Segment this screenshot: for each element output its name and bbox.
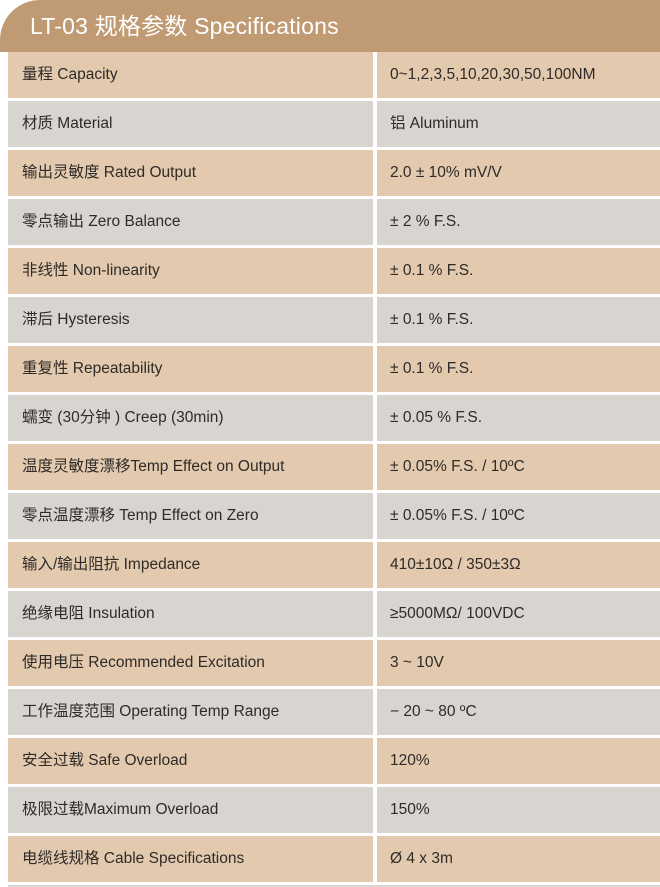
table-row: 输出灵敏度 Rated Output 2.0 ± 10% mV/V (8, 150, 660, 196)
spec-label-cell: 非线性 Non-linearity (8, 248, 373, 294)
spec-value-cell: ± 2 % F.S. (377, 199, 660, 245)
table-row: 绝缘电阻 Insulation ≥5000MΩ/ 100VDC (8, 591, 660, 637)
table-row: 零点输出 Zero Balance ± 2 % F.S. (8, 199, 660, 245)
spec-label-cell: 输出灵敏度 Rated Output (8, 150, 373, 196)
spec-header-banner: LT-03 规格参数 Specifications (0, 0, 660, 52)
table-row: 工作温度范围 Operating Temp Range − 20 ~ 80 ºC (8, 689, 660, 735)
spec-value-cell: ± 0.05% F.S. / 10ºC (377, 493, 660, 539)
spec-label-cell: 安全过载 Safe Overload (8, 738, 373, 784)
spec-value-cell: ± 0.1 % F.S. (377, 297, 660, 343)
table-row: 蠕变 (30分钟 ) Creep (30min) ± 0.05 % F.S. (8, 395, 660, 441)
spec-value-cell: ± 0.1 % F.S. (377, 248, 660, 294)
page-title: LT-03 规格参数 Specifications (30, 12, 339, 39)
table-row: 零点温度漂移 Temp Effect on Zero ± 0.05% F.S. /… (8, 493, 660, 539)
spec-value-cell: − 20 ~ 80 ºC (377, 689, 660, 735)
table-row: 温度灵敏度漂移Temp Effect on Output ± 0.05% F.S.… (8, 444, 660, 490)
spec-label-cell: 量程 Capacity (8, 52, 373, 98)
table-row: 重复性 Repeatability ± 0.1 % F.S. (8, 346, 660, 392)
table-row: 非线性 Non-linearity ± 0.1 % F.S. (8, 248, 660, 294)
spec-label-cell: 工作温度范围 Operating Temp Range (8, 689, 373, 735)
table-row: 材质 Material 铝 Aluminum (8, 101, 660, 147)
spec-label-cell: 滞后 Hysteresis (8, 297, 373, 343)
table-row: 输入/输出阻抗 Impedance 410±10Ω / 350±3Ω (8, 542, 660, 588)
table-row-footer: TEDS可选 TEDS Available (8, 885, 660, 887)
spec-value-cell: 120% (377, 738, 660, 784)
table-row: 极限过载Maximum Overload 150% (8, 787, 660, 833)
spec-value-cell: 2.0 ± 10% mV/V (377, 150, 660, 196)
table-row: 安全过载 Safe Overload 120% (8, 738, 660, 784)
spec-label-cell: 零点输出 Zero Balance (8, 199, 373, 245)
spec-label-cell: 极限过载Maximum Overload (8, 787, 373, 833)
table-row: 量程 Capacity 0~1,2,3,5,10,20,30,50,100NM (8, 52, 660, 98)
specifications-table: 量程 Capacity 0~1,2,3,5,10,20,30,50,100NM 材质… (0, 52, 660, 887)
table-row: 滞后 Hysteresis ± 0.1 % F.S. (8, 297, 660, 343)
spec-value-cell: 3 ~ 10V (377, 640, 660, 686)
table-row: 电缆线规格 Cable Specifications Ø 4 x 3m (8, 836, 660, 882)
spec-value-cell: ± 0.05 % F.S. (377, 395, 660, 441)
spec-label-cell: 材质 Material (8, 101, 373, 147)
spec-label-cell: 电缆线规格 Cable Specifications (8, 836, 373, 882)
teds-availability-cell: TEDS可选 TEDS Available (8, 885, 660, 887)
spec-value-cell: 150% (377, 787, 660, 833)
spec-label-cell: 零点温度漂移 Temp Effect on Zero (8, 493, 373, 539)
spec-value-cell: Ø 4 x 3m (377, 836, 660, 882)
spec-value-cell: ± 0.1 % F.S. (377, 346, 660, 392)
spec-label-cell: 蠕变 (30分钟 ) Creep (30min) (8, 395, 373, 441)
spec-label-cell: 输入/输出阻抗 Impedance (8, 542, 373, 588)
spec-label-cell: 重复性 Repeatability (8, 346, 373, 392)
spec-value-cell: ≥5000MΩ/ 100VDC (377, 591, 660, 637)
spec-value-cell: 0~1,2,3,5,10,20,30,50,100NM (377, 52, 660, 98)
spec-label-cell: 温度灵敏度漂移Temp Effect on Output (8, 444, 373, 490)
spec-label-cell: 使用电压 Recommended Excitation (8, 640, 373, 686)
spec-value-cell: 410±10Ω / 350±3Ω (377, 542, 660, 588)
table-row: 使用电压 Recommended Excitation 3 ~ 10V (8, 640, 660, 686)
spec-label-cell: 绝缘电阻 Insulation (8, 591, 373, 637)
spec-value-cell: ± 0.05% F.S. / 10ºC (377, 444, 660, 490)
spec-value-cell: 铝 Aluminum (377, 101, 660, 147)
